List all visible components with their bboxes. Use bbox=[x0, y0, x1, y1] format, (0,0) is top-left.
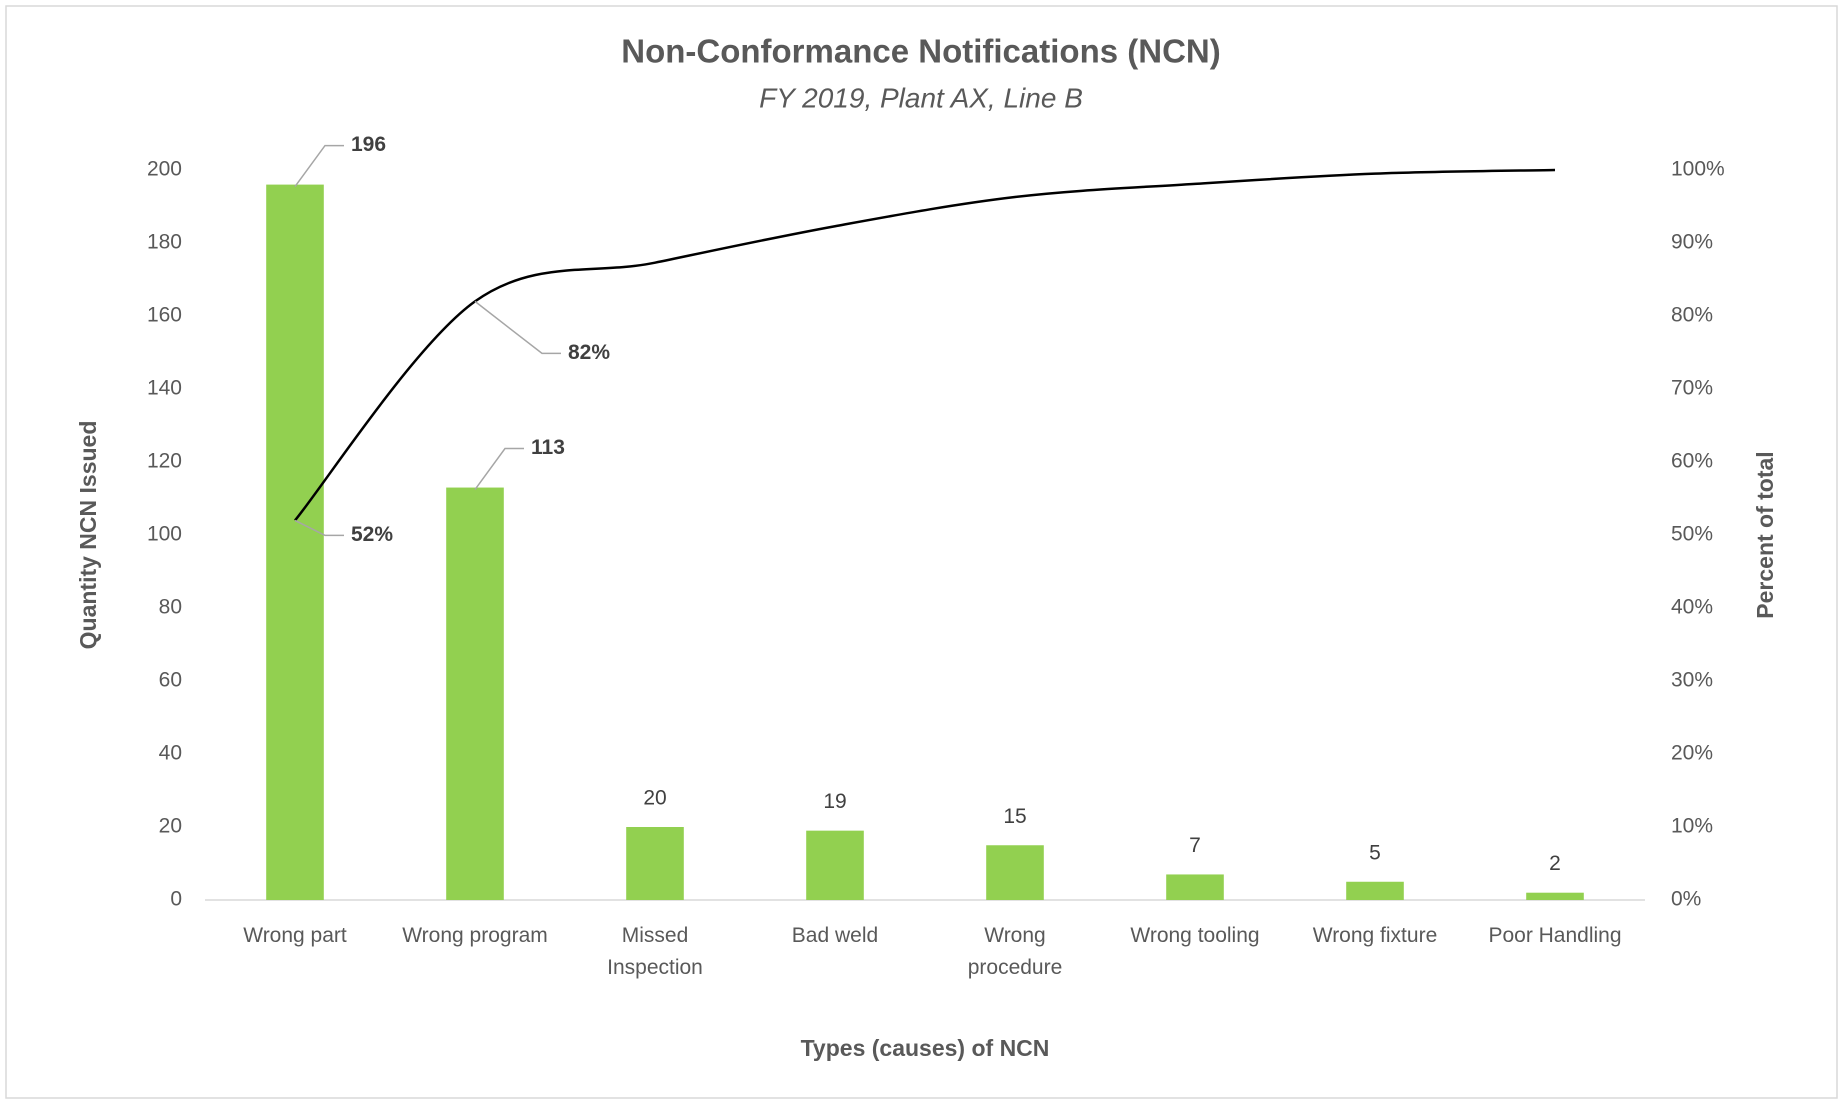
y-tick-label: 20 bbox=[159, 815, 182, 838]
bar bbox=[806, 830, 864, 900]
y2-tick-label: 80% bbox=[1671, 304, 1713, 327]
y2-tick-label: 0% bbox=[1671, 888, 1701, 911]
x-tick-label: Wrong fixture bbox=[1313, 924, 1438, 947]
bar bbox=[986, 845, 1044, 900]
bar-value-label: 7 bbox=[1189, 834, 1201, 857]
y2-tick-label: 90% bbox=[1671, 231, 1713, 254]
y2-tick-label: 60% bbox=[1671, 450, 1713, 473]
x-tick-label: Missed Inspection bbox=[607, 924, 703, 979]
bar-value-label: 15 bbox=[1003, 805, 1026, 828]
y-tick-label: 120 bbox=[147, 450, 182, 473]
bar-value-label: 196 bbox=[351, 133, 386, 156]
y2-tick-label: 40% bbox=[1671, 596, 1713, 619]
y-tick-label: 80 bbox=[159, 596, 182, 619]
y-tick-label: 60 bbox=[159, 669, 182, 692]
bar-value-label: 2 bbox=[1549, 852, 1561, 875]
x-tick-label: Bad weld bbox=[792, 924, 878, 947]
bar bbox=[266, 184, 324, 901]
y-tick-label: 180 bbox=[147, 231, 182, 254]
bar bbox=[446, 487, 504, 900]
y-tick-label: 40 bbox=[159, 742, 182, 765]
bar-value-label: 113 bbox=[531, 436, 565, 459]
y2-tick-label: 10% bbox=[1671, 815, 1713, 838]
x-tick-label: Wrong procedure bbox=[968, 924, 1063, 979]
bar bbox=[1166, 874, 1224, 900]
y-tick-label: 0 bbox=[170, 888, 182, 911]
leader-line bbox=[294, 519, 344, 537]
y-axis-title: Quantity NCN Issued bbox=[75, 421, 101, 650]
y-tick-label: 160 bbox=[147, 304, 182, 327]
x-tick-label: Wrong program bbox=[402, 924, 548, 947]
bar-value-label: 20 bbox=[643, 787, 666, 810]
y-tick-label: 100 bbox=[147, 523, 182, 546]
x-tick-label: Wrong part bbox=[243, 924, 347, 947]
y2-tick-label: 50% bbox=[1671, 523, 1713, 546]
bar-value-label: 19 bbox=[823, 790, 846, 813]
y2-axis-title: Percent of total bbox=[1752, 451, 1778, 618]
y-tick-label: 140 bbox=[147, 377, 182, 400]
x-tick-label: Poor Handling bbox=[1488, 924, 1621, 947]
bar bbox=[1346, 881, 1404, 900]
bar-value-label: 5 bbox=[1369, 841, 1381, 864]
line-value-label: 82% bbox=[568, 341, 610, 364]
line-value-label: 52% bbox=[351, 523, 393, 546]
bar bbox=[626, 827, 684, 900]
chart-subtitle: FY 2019, Plant AX, Line B bbox=[759, 82, 1083, 113]
chart-title: Non-Conformance Notifications (NCN) bbox=[621, 33, 1220, 70]
bar bbox=[1526, 892, 1584, 900]
x-axis-title: Types (causes) of NCN bbox=[801, 1035, 1050, 1061]
y2-tick-label: 100% bbox=[1671, 158, 1725, 181]
leader-line bbox=[294, 144, 344, 188]
leader-line bbox=[474, 447, 524, 490]
x-tick-label: Wrong tooling bbox=[1130, 924, 1259, 947]
y2-tick-label: 70% bbox=[1671, 377, 1713, 400]
y2-tick-label: 20% bbox=[1671, 742, 1713, 765]
leader-line bbox=[474, 300, 561, 355]
y2-tick-label: 30% bbox=[1671, 669, 1713, 692]
y-tick-label: 200 bbox=[147, 158, 182, 181]
